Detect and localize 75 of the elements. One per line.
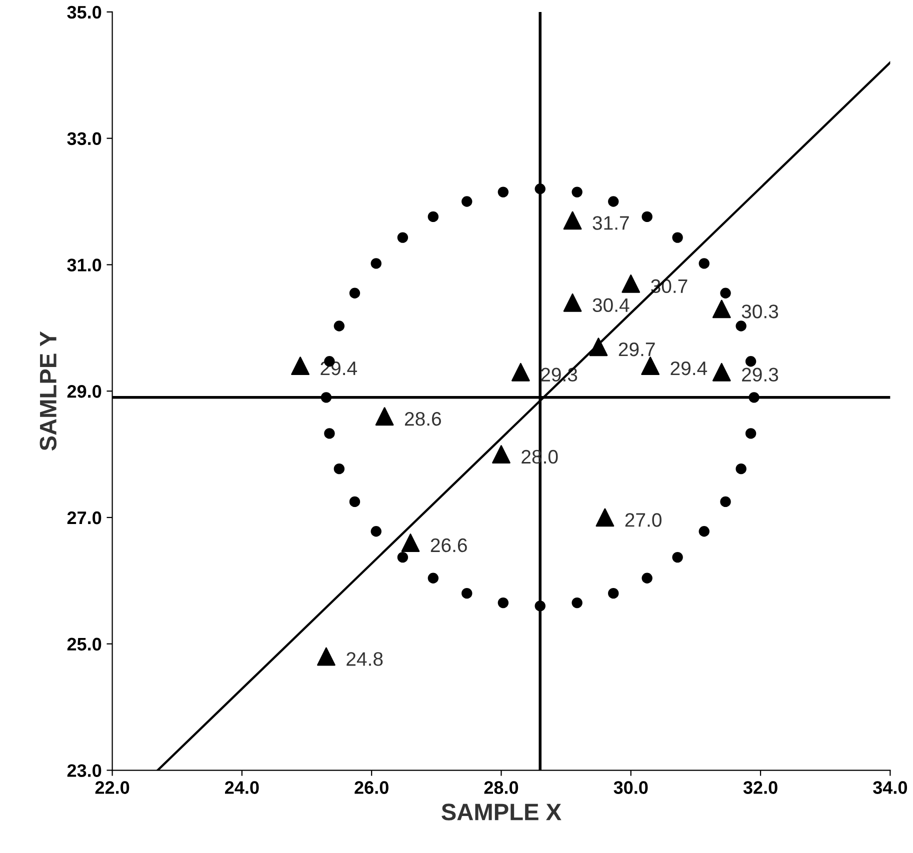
data-label: 29.4	[670, 361, 708, 376]
point	[324, 428, 335, 439]
point	[641, 356, 660, 376]
point	[720, 288, 731, 299]
data-label: 29.7	[618, 342, 655, 356]
point	[712, 362, 731, 382]
y-tick-label: 33.0	[67, 132, 102, 146]
point	[334, 463, 345, 474]
x-tick-label: 28.0	[484, 781, 518, 794]
point	[736, 320, 746, 332]
point	[589, 338, 608, 356]
point	[349, 496, 360, 508]
x-tick-label: 30.0	[614, 781, 648, 794]
y-axis-title: SAMLPE Y	[40, 331, 57, 451]
point	[349, 288, 360, 299]
data-label: 30.4	[592, 298, 630, 312]
y-tick-label: 27.0	[67, 511, 102, 524]
point	[572, 597, 582, 608]
point	[720, 496, 731, 508]
x-axis-title: SAMPLE X	[442, 804, 562, 820]
data-label: 28.6	[404, 412, 441, 426]
data-label: 30.3	[742, 304, 778, 318]
data-label: 27.0	[625, 513, 662, 527]
y-tick-label: 35.0	[67, 6, 102, 19]
y-tick-label: 29.0	[67, 385, 102, 398]
point	[563, 293, 582, 312]
point	[370, 258, 382, 269]
x-tick-label: 26.0	[354, 781, 388, 794]
point	[462, 196, 472, 207]
point	[534, 600, 546, 612]
point	[698, 258, 710, 269]
point	[291, 356, 310, 376]
data-label: 24.8	[346, 652, 383, 666]
data-label: 31.7	[592, 216, 629, 230]
x-tick-label: 22.0	[95, 781, 130, 794]
point	[736, 463, 746, 474]
y-tick-label: 25.0	[67, 638, 102, 651]
point	[745, 356, 756, 367]
point	[498, 597, 509, 608]
x-tick-label: 24.0	[225, 781, 259, 794]
point	[748, 392, 760, 403]
point	[563, 211, 582, 230]
point	[622, 274, 640, 293]
point	[698, 526, 710, 537]
point	[492, 445, 510, 464]
point	[401, 534, 420, 552]
point	[712, 300, 731, 318]
point	[745, 428, 756, 439]
point	[596, 508, 614, 527]
point	[608, 588, 619, 599]
point	[672, 232, 683, 243]
point	[534, 184, 546, 194]
point	[397, 552, 408, 563]
point	[317, 647, 336, 666]
point	[572, 186, 582, 198]
point	[428, 572, 439, 584]
y-tick-label: 23.0	[67, 764, 102, 778]
point	[320, 392, 332, 403]
point	[672, 552, 683, 563]
x-tick-label: 32.0	[743, 781, 778, 794]
point	[334, 320, 345, 332]
y-tick-label: 31.0	[67, 258, 102, 272]
point	[642, 211, 652, 222]
point	[462, 588, 472, 599]
point	[608, 196, 619, 207]
data-label: 26.6	[430, 538, 467, 552]
point	[370, 526, 382, 537]
x-tick-label: 34.0	[873, 781, 908, 794]
point	[375, 407, 394, 426]
data-label: 29.3	[742, 368, 778, 382]
point	[498, 186, 509, 198]
point	[397, 232, 408, 243]
point	[428, 211, 439, 222]
point	[511, 362, 530, 382]
point	[642, 572, 652, 584]
